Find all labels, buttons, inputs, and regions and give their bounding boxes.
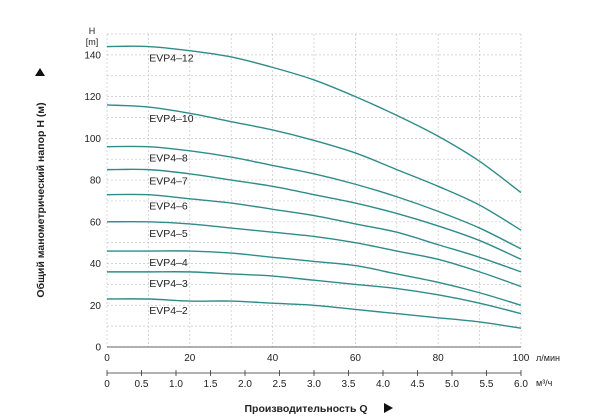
- curve-label: EVP4–12: [149, 53, 194, 65]
- curves: [106, 45, 522, 329]
- y-tick-label: 0: [95, 343, 101, 354]
- y-unit-bottom: [m]: [86, 37, 99, 47]
- x2-tick-labels: 0 0.5 1.0 1.5 2.0 2.5 3.0 3.5 4.0 4.5 5.0 5.5 6.0: [104, 370, 528, 390]
- x-tick-label: 80: [433, 353, 445, 364]
- y-axis-title-text: Общий манометрический напор H (м): [35, 102, 47, 297]
- x2-tick-label: 5.5: [480, 379, 494, 390]
- x2-tick-label: 6.0: [514, 379, 528, 390]
- curve-line: [106, 145, 522, 250]
- x2-tick-label: 3.5: [342, 379, 356, 390]
- x-axis-arrow-icon: [384, 403, 393, 413]
- curve-line: [106, 220, 522, 288]
- curve-line: [106, 193, 522, 273]
- x2-tick-label: 1.5: [204, 379, 218, 390]
- y-unit-top: H: [89, 26, 96, 36]
- y-tick-label: 120: [84, 92, 101, 103]
- x2-tick-label: 4.0: [376, 379, 390, 390]
- curve-label: EVP4–4: [149, 257, 188, 269]
- x2-tick-label: 4.5: [411, 379, 425, 390]
- x2-tick-label: 1.0: [169, 379, 183, 390]
- x2-tick-label: 3.0: [307, 379, 321, 390]
- x2-tick-label: 0.5: [135, 379, 149, 390]
- curve-labels: EVP4–12 EVP4–10 EVP4–8 EVP4–7 EVP4–6 EVP4–5 EV…: [149, 53, 194, 317]
- curve-line: [106, 250, 522, 306]
- y-tick-labels: 0 20 40 60 80 100 120 140: [84, 50, 101, 353]
- curve-line: [106, 168, 522, 260]
- x-tick-label: 100: [513, 353, 530, 364]
- x2-tick-label: 2.0: [238, 379, 252, 390]
- y-tick-label: 100: [84, 134, 101, 145]
- y-tick-label: 140: [84, 50, 101, 61]
- x2-unit: м³/ч: [536, 378, 553, 388]
- curve-label: EVP4–6: [149, 201, 188, 213]
- axes: [107, 346, 521, 374]
- x-tick-label: 40: [267, 353, 279, 364]
- x-tick-label: 0: [104, 353, 110, 364]
- x2-tick-label: 5.0: [445, 379, 459, 390]
- curve-label: EVP4–8: [149, 153, 188, 165]
- curve-label: EVP4–3: [149, 278, 188, 290]
- curve-label: EVP4–7: [149, 176, 188, 188]
- y-axis-title: Общий манометрический напор H (м): [35, 68, 47, 298]
- curve-line: [106, 271, 522, 315]
- curve-line: [106, 298, 522, 329]
- x2-tick-label: 2.5: [273, 379, 287, 390]
- curve-line: [106, 104, 522, 231]
- curve-line: [106, 45, 522, 194]
- curve-label: EVP4–5: [149, 228, 188, 240]
- grid: [106, 33, 522, 348]
- curve-label: EVP4–2: [149, 305, 188, 317]
- y-tick-label: 60: [90, 217, 102, 228]
- y-tick-label: 20: [90, 301, 102, 312]
- y-tick-label: 80: [90, 176, 102, 187]
- y-axis-arrow-icon: [35, 68, 45, 76]
- x-tick-labels: 0 20 40 60 80 100: [104, 353, 530, 364]
- y-tick-label: 40: [90, 259, 102, 270]
- x-axis-title: Производительность Q: [244, 403, 367, 415]
- x2-tick-label: 0: [104, 379, 110, 390]
- x-tick-label: 20: [184, 353, 196, 364]
- curve-label: EVP4–10: [149, 113, 194, 125]
- x-unit: л/мин: [536, 353, 560, 363]
- x-tick-label: 60: [350, 353, 362, 364]
